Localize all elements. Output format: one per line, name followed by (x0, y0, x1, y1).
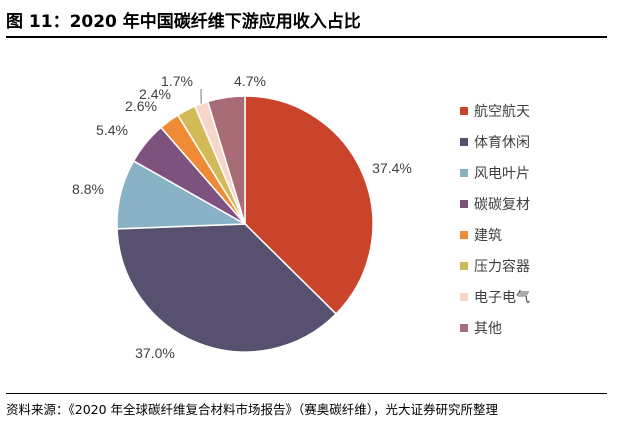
slice-value-label-6: 1.7% (161, 73, 193, 89)
legend-swatch-4 (460, 231, 468, 239)
slice-value-label-3: 5.4% (96, 122, 128, 138)
legend-label-1: 体育休闲 (474, 135, 530, 151)
slice-value-label-5: 2.4% (139, 86, 171, 102)
pie-chart: 37.4% 37.0% 8.8% 5.4% 2.6%2.4%1.7% 4.7% 航空航天体… (72, 73, 530, 361)
pie-slice-1 (116, 223, 338, 353)
pie-slice-7 (206, 95, 246, 225)
legend-label-0: 航空航天 (474, 104, 530, 120)
legend-label-5: 压力容器 (474, 258, 530, 275)
legend-swatch-5 (460, 262, 468, 270)
chart-title: 图 11：2020 年中国碳纤维下游应用收入占比 (6, 12, 361, 32)
legend-swatch-7 (460, 324, 468, 332)
legend-label-2: 风电叶片 (474, 166, 530, 182)
source-note: 资料来源：《2020 年全球碳纤维复合材料市场报告》（赛奥碳纤维），光大证券研究… (6, 402, 499, 417)
legend-swatch-6 (460, 293, 468, 301)
slice-value-label-2: 8.8% (72, 181, 104, 197)
slice-value-label-7: 4.7% (234, 73, 266, 89)
title-divider (6, 36, 607, 38)
slice-value-label-4: 2.6% (125, 98, 157, 114)
legend-swatch-2 (460, 169, 468, 177)
legend-label-6: 电子电气 (474, 290, 530, 306)
legend-label-3: 碳碳复材 (474, 196, 530, 213)
legend-label-7: 其他 (474, 321, 502, 337)
legend-swatch-1 (460, 138, 468, 146)
slice-value-label-0: 37.4% (372, 160, 412, 176)
pie-slice-0 (244, 95, 374, 316)
source-divider (6, 393, 607, 394)
slice-value-label-1: 37.0% (135, 345, 175, 361)
legend-swatch-0 (460, 107, 468, 115)
legend-swatch-3 (460, 200, 468, 208)
legend-label-4: 建筑 (474, 228, 502, 244)
